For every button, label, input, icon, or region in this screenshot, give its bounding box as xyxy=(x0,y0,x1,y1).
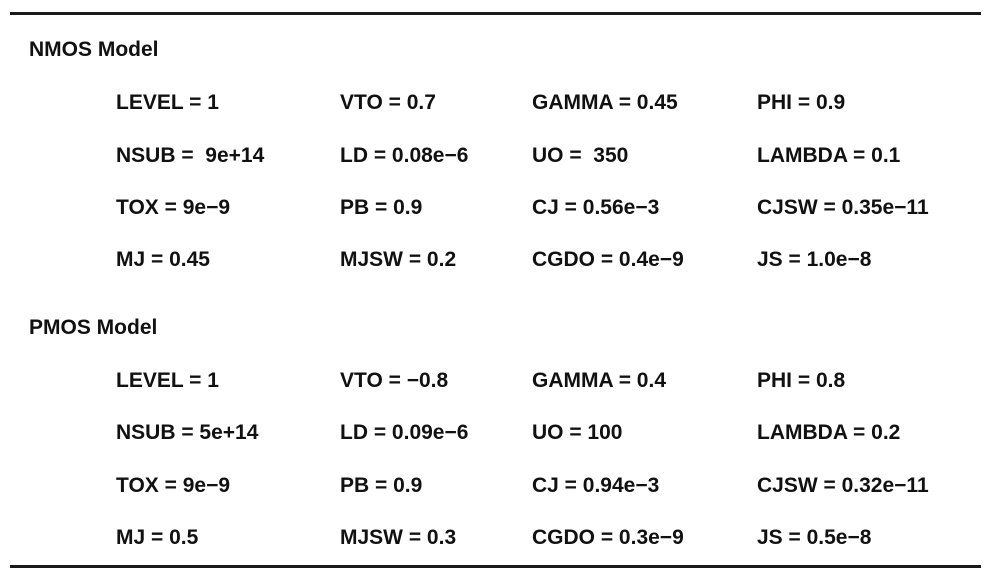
pmos-param: MJ = 0.5 xyxy=(116,526,199,549)
nmos-param: LAMBDA = 0.1 xyxy=(757,144,901,167)
pmos-row-3: TOX = 9e−9 PB = 0.9 CJ = 0.94e−3 CJSW = … xyxy=(0,474,995,504)
pmos-row-4: MJ = 0.5 MJSW = 0.3 CGDO = 0.3e−9 JS = 0… xyxy=(0,526,995,556)
pmos-row-2: NSUB = 5e+14 LD = 0.09e−6 UO = 100 LAMBD… xyxy=(0,421,995,451)
pmos-param: JS = 0.5e−8 xyxy=(757,526,872,549)
nmos-section-title: NMOS Model xyxy=(29,38,159,61)
pmos-param: LD = 0.09e−6 xyxy=(340,421,469,444)
nmos-row-2: NSUB = 9e+14 LD = 0.08e−6 UO = 350 LAMBD… xyxy=(0,144,995,174)
nmos-param: UO = 350 xyxy=(532,144,629,167)
nmos-param: VTO = 0.7 xyxy=(340,91,436,114)
nmos-param: CJ = 0.56e−3 xyxy=(532,196,660,219)
nmos-param: NSUB = 9e+14 xyxy=(116,144,265,167)
nmos-param: CJSW = 0.35e−11 xyxy=(757,196,929,219)
pmos-param: NSUB = 5e+14 xyxy=(116,421,259,444)
bottom-rule xyxy=(10,565,981,568)
nmos-param: LEVEL = 1 xyxy=(116,91,219,114)
nmos-param: GAMMA = 0.45 xyxy=(532,91,678,114)
nmos-param: CGDO = 0.4e−9 xyxy=(532,248,684,271)
pmos-param: VTO = −0.8 xyxy=(340,369,449,392)
nmos-row-1: LEVEL = 1 VTO = 0.7 GAMMA = 0.45 PHI = 0… xyxy=(0,91,995,121)
nmos-row-4: MJ = 0.45 MJSW = 0.2 CGDO = 0.4e−9 JS = … xyxy=(0,248,995,278)
nmos-row-3: TOX = 9e−9 PB = 0.9 CJ = 0.56e−3 CJSW = … xyxy=(0,196,995,226)
pmos-param: CJSW = 0.32e−11 xyxy=(757,474,929,497)
nmos-param: JS = 1.0e−8 xyxy=(757,248,872,271)
pmos-param: PHI = 0.8 xyxy=(757,369,846,392)
pmos-param: CJ = 0.94e−3 xyxy=(532,474,660,497)
nmos-param: LD = 0.08e−6 xyxy=(340,144,469,167)
pmos-row-1: LEVEL = 1 VTO = −0.8 GAMMA = 0.4 PHI = 0… xyxy=(0,369,995,399)
nmos-param: MJSW = 0.2 xyxy=(340,248,457,271)
pmos-param: GAMMA = 0.4 xyxy=(532,369,666,392)
pmos-param: MJSW = 0.3 xyxy=(340,526,457,549)
nmos-param: PHI = 0.9 xyxy=(757,91,846,114)
pmos-param: LAMBDA = 0.2 xyxy=(757,421,901,444)
pmos-param: CGDO = 0.3e−9 xyxy=(532,526,684,549)
nmos-param: TOX = 9e−9 xyxy=(116,196,231,219)
pmos-param: TOX = 9e−9 xyxy=(116,474,231,497)
pmos-param: PB = 0.9 xyxy=(340,474,423,497)
top-rule xyxy=(10,12,981,15)
pmos-param: LEVEL = 1 xyxy=(116,369,219,392)
nmos-param: PB = 0.9 xyxy=(340,196,423,219)
nmos-param: MJ = 0.45 xyxy=(116,248,210,271)
pmos-param: UO = 100 xyxy=(532,421,623,444)
pmos-section-title: PMOS Model xyxy=(29,316,158,339)
